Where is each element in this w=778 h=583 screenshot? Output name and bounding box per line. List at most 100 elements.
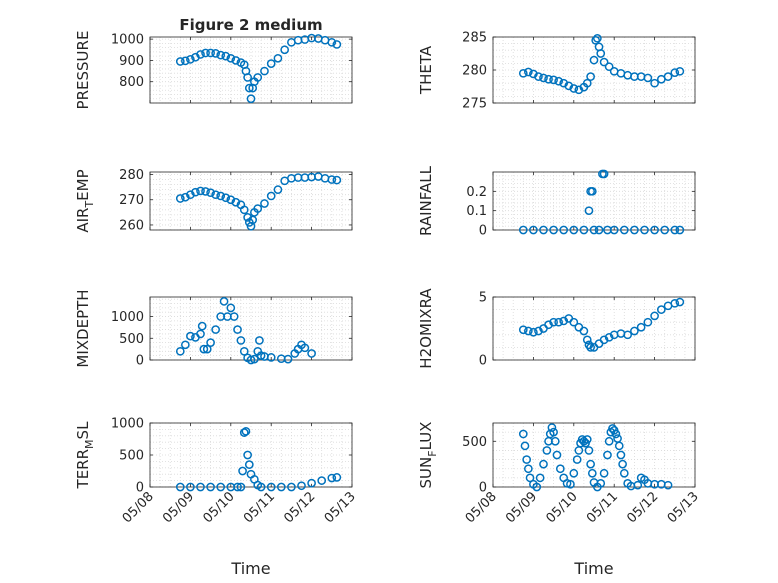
data-point	[320, 173, 330, 183]
data-point	[186, 55, 195, 64]
data-point	[196, 186, 205, 196]
data-point	[524, 326, 533, 336]
y-axis-label-tail: LUX	[417, 422, 435, 451]
y-axis-label-main: MIXDEPTH	[74, 289, 92, 367]
y-tick-label: 270	[119, 193, 144, 208]
grid-mixdepth	[149, 297, 353, 361]
data-point	[332, 175, 342, 185]
data-point	[589, 225, 599, 235]
data-point	[518, 429, 528, 439]
data-point	[243, 73, 252, 82]
data-point	[643, 73, 653, 83]
data-point	[266, 59, 276, 68]
axes-box	[492, 171, 696, 231]
y-axis-label-main: THETA	[417, 45, 435, 95]
data-point	[300, 343, 310, 353]
data-point	[175, 194, 185, 203]
data-point	[591, 35, 601, 45]
data-point	[618, 459, 627, 469]
y-tick-label: 900	[119, 54, 144, 69]
data-point	[559, 316, 569, 326]
axes-box	[492, 296, 696, 361]
panel-h2omixra: 0 5 H2OMIXRA	[417, 288, 696, 369]
data-point	[216, 191, 226, 201]
data-point	[656, 305, 666, 314]
y-tick-label: 1000	[111, 33, 144, 48]
data-point	[623, 330, 633, 340]
data-point	[520, 441, 530, 451]
data-point	[244, 460, 254, 469]
data-point	[584, 446, 594, 455]
data-point	[226, 195, 236, 205]
y-tick-label: 800	[119, 75, 144, 90]
series-sun_flux	[518, 423, 673, 492]
data-point	[332, 473, 342, 482]
data-point	[236, 336, 246, 345]
data-point	[593, 33, 602, 43]
y-axis-label-sub: F	[426, 450, 439, 456]
data-point	[596, 49, 606, 58]
data-point	[266, 482, 276, 492]
grid-sun_flux	[492, 422, 696, 488]
data-point	[670, 225, 680, 235]
x-tick-label: 05/10	[201, 489, 238, 526]
data-point	[243, 450, 252, 460]
data-point	[675, 225, 685, 235]
data-point	[524, 464, 533, 474]
data-point	[253, 204, 263, 213]
data-point	[199, 344, 209, 354]
data-point	[640, 225, 649, 235]
data-point	[191, 187, 200, 197]
data-point	[231, 56, 241, 65]
data-point	[297, 481, 306, 491]
data-point	[529, 225, 538, 235]
data-point	[569, 225, 579, 235]
data-point	[226, 303, 236, 313]
data-point	[549, 75, 558, 85]
data-point	[594, 225, 604, 235]
grid-pressure	[149, 37, 353, 104]
data-point	[636, 322, 646, 332]
data-point	[611, 429, 621, 439]
data-point	[599, 169, 609, 179]
data-point	[250, 354, 259, 364]
data-point	[582, 435, 592, 444]
data-point	[663, 480, 673, 490]
data-point	[633, 480, 643, 490]
data-point	[186, 190, 195, 200]
series-mixdepth	[175, 296, 316, 365]
y-axis-label-air_temp: AIRTEMP	[74, 169, 96, 232]
data-point	[534, 326, 543, 336]
panel-air_temp: 260 270 280 AIRTEMP	[74, 168, 353, 233]
data-point	[574, 446, 584, 455]
y-axis-label-h2omixra: H2OMIXRA	[417, 288, 435, 369]
data-point	[186, 331, 195, 341]
panel-theta: 275 280 285 THETA	[417, 31, 696, 112]
data-point	[522, 455, 532, 464]
x-tick-label: 05/11	[584, 489, 621, 526]
data-point	[619, 225, 629, 235]
data-point	[266, 353, 276, 362]
data-point	[255, 336, 264, 345]
data-point	[206, 188, 215, 198]
data-point	[196, 50, 205, 59]
data-point	[552, 450, 562, 460]
data-point	[276, 482, 286, 492]
data-point	[663, 72, 673, 81]
data-point	[582, 78, 592, 88]
y-tick-label: 500	[119, 449, 144, 464]
data-point	[327, 473, 337, 483]
data-point	[544, 74, 553, 84]
y-tick-label: 0	[479, 354, 487, 369]
y-tick-label: 0.1	[466, 204, 487, 219]
data-point	[518, 325, 528, 335]
y-axis-label-main: RAINFALL	[417, 165, 435, 236]
y-tick-label: 0	[136, 481, 144, 496]
data-point	[599, 468, 609, 478]
y-axis-label-main: PRESSURE	[74, 31, 92, 110]
y-axis-label-sub: T	[83, 201, 96, 209]
data-point	[246, 94, 256, 104]
data-point	[549, 427, 558, 437]
